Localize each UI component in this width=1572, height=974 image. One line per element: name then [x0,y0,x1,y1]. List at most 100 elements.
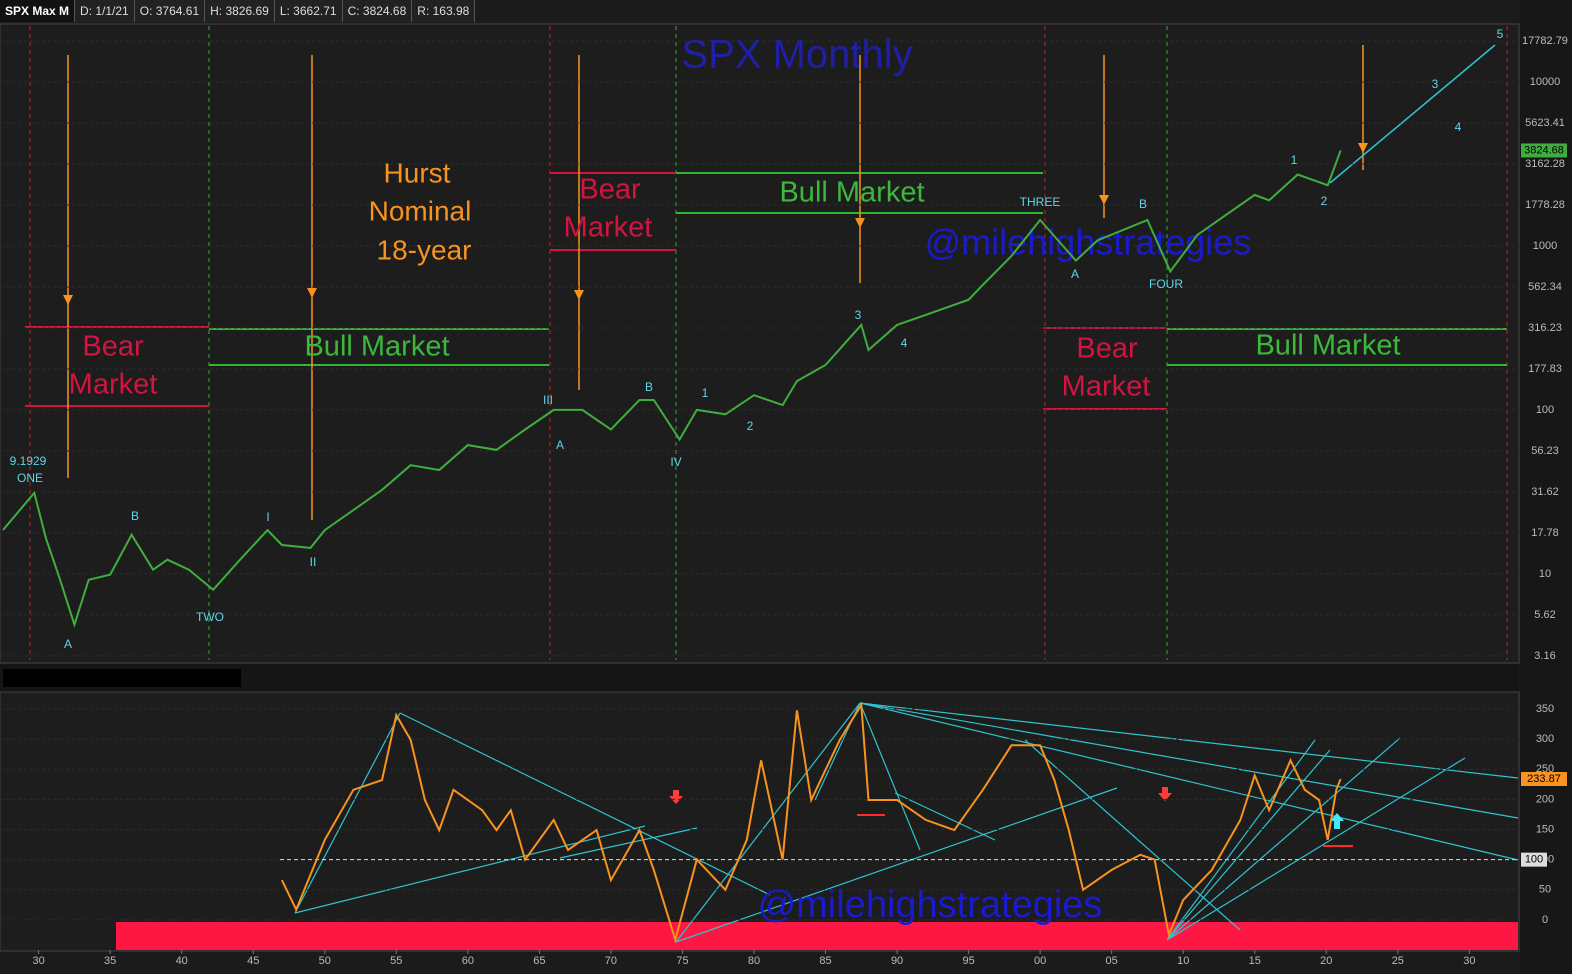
x-tick-label: 65 [533,955,545,967]
y-tick-label: 300 [1536,733,1554,745]
annotation: I [266,510,269,524]
header-field: C: 3824.68 [342,0,413,22]
trend-line [675,702,861,943]
last-value-label: 233.87 [1527,773,1561,785]
annotation: A [556,438,564,452]
header-field: R: 163.98 [412,0,476,22]
annotation: Bull Market [304,331,449,363]
trend-line [294,825,646,914]
x-tick-label: 75 [676,955,688,967]
trend-line [294,712,401,914]
annotation: B [1139,197,1147,211]
trend-line [675,787,1118,943]
x-tick-label: 45 [247,955,259,967]
annotation: Bear [1076,333,1138,365]
signal-arrow [669,790,683,804]
annotation: III [543,393,553,407]
y-tick-label: 56.23 [1531,445,1559,457]
annotation: THREE [1020,195,1061,209]
header-field: D: 1/1/21 [75,0,135,22]
x-tick-label: 80 [748,955,760,967]
annotation: FOUR [1149,277,1183,291]
annotation: Bull Market [1255,330,1400,362]
upper-pane [0,23,1520,664]
y-tick-label: 150 [1536,823,1554,835]
header-field: L: 3662.71 [274,0,343,22]
y-tick-label: 31.62 [1531,486,1559,498]
annotation: ONE [17,471,43,485]
annotation: Bull Market [779,177,924,209]
trend-line [399,712,771,896]
annotation: Market [69,369,158,401]
trend-line [1166,757,1466,941]
x-tick-label: 00 [1034,955,1046,967]
arrow-head [1358,143,1368,153]
y-tick-label: 1778.28 [1525,199,1565,211]
trend-line [859,702,921,851]
y-tick-label: 10 [1539,568,1551,580]
annotation: 5 [1497,27,1504,41]
y-tick-label: 10000 [1530,76,1561,88]
y-tick-label: 177.83 [1528,363,1562,375]
reference-box [1521,852,1547,867]
x-tick-label: 85 [819,955,831,967]
y-tick-label: 3.16 [1534,650,1555,662]
y-tick-label: 5.62 [1534,609,1555,621]
trend-line [1166,739,1316,941]
chart-title: SPX Monthly [681,33,912,77]
x-tick-label: 55 [390,955,402,967]
annotation: 9.1929 [10,454,47,468]
trend-line [1024,739,1241,931]
annotation: 3 [1432,77,1439,91]
arrow-head [855,218,865,228]
signal-arrow [1330,813,1344,829]
x-tick-label: 70 [605,955,617,967]
trend-line [859,702,1519,819]
y-tick-label: 17782.79 [1522,35,1568,47]
x-tick-label: 05 [1106,955,1118,967]
x-tick-label: 30 [33,955,45,967]
annotation: 2 [1321,194,1328,208]
x-tick-label: 10 [1177,955,1189,967]
trend-line [559,827,698,859]
watermark: @milehighstrategies [925,222,1252,263]
trend-line [859,702,1519,779]
annotation: 1 [702,386,709,400]
header: SPX Max M D: 1/1/21 O: 3764.61 H: 3826.69 L… [0,0,1520,22]
annotation: Market [1062,371,1151,403]
annotation: Bear [579,174,641,206]
y-tick-label: 350 [1536,703,1554,715]
y-tick-label: 562.34 [1528,281,1562,293]
annotation: 1 [1291,153,1298,167]
symbol: SPX Max M [0,0,76,22]
y-tick-label: 200 [1536,793,1554,805]
price-line [2,150,1342,628]
x-tick-label: 25 [1392,955,1404,967]
last-value-box [1521,772,1567,787]
x-tick-label: 95 [962,955,974,967]
annotation: Market [564,212,653,244]
annotation: TWO [196,610,224,624]
annotation: A [64,637,72,651]
signal-arrow [1158,787,1172,801]
y-tick-label: 100 [1536,404,1554,416]
x-tick-label: 40 [176,955,188,967]
price-line [281,701,1342,944]
arrow-head [307,288,317,298]
annotation: Bear [82,331,144,363]
y-tick-label: 3162.28 [1525,158,1565,170]
annotation: 4 [1455,120,1462,134]
annotation: 2 [747,419,754,433]
last-value-label: 3824.68 [1524,144,1564,156]
y-tick-label: 0 [1542,914,1548,926]
annotation: Nominal [369,195,472,226]
arrow-head [1099,195,1109,205]
trend-line [859,702,1519,861]
watermark: @milehighstrategies [758,884,1103,926]
y-tick-label: 50 [1539,884,1551,896]
x-tick-label: 60 [462,955,474,967]
x-tick-label: 15 [1249,955,1261,967]
annotation: Hurst [384,157,451,188]
x-tick-label: 30 [1463,955,1475,967]
y-tick-label: 5623.41 [1525,117,1565,129]
